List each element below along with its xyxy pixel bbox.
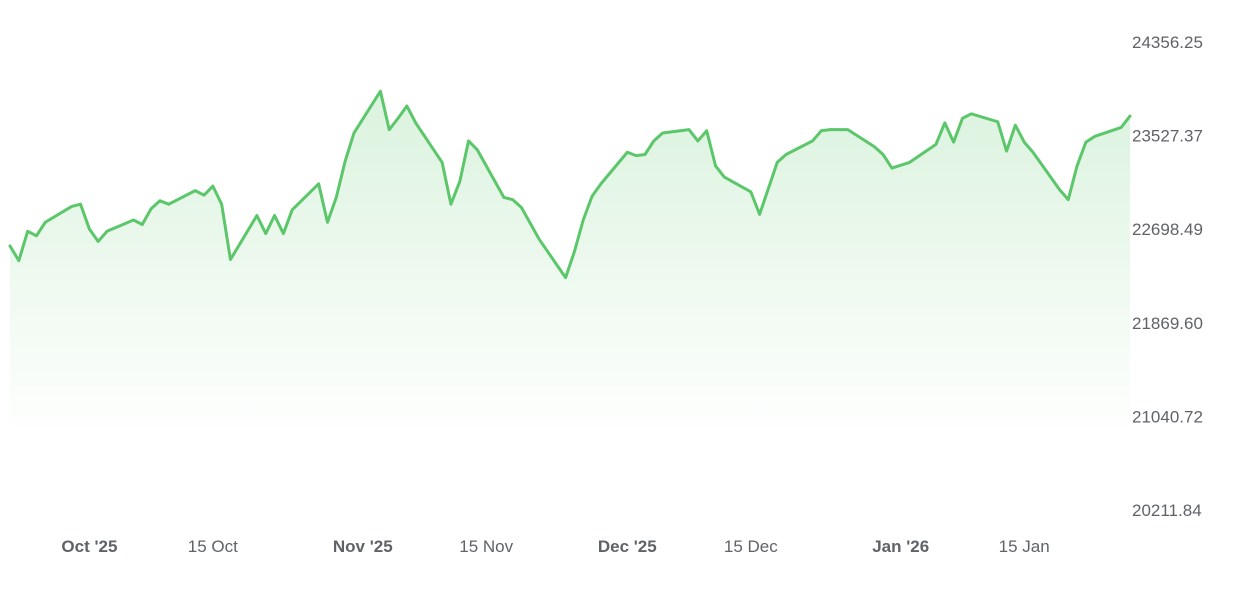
x-tick-label: Nov '25 xyxy=(333,537,393,556)
x-tick-label: 15 Dec xyxy=(724,537,778,556)
y-tick-label: 21869.60 xyxy=(1132,314,1203,333)
y-tick-label: 20211.84 xyxy=(1132,501,1202,520)
y-tick-label: 22698.49 xyxy=(1132,220,1203,239)
x-tick-label: Dec '25 xyxy=(598,537,657,556)
x-axis: Oct '25 15 Oct Nov '25 15 Nov Dec '25 15 Dec J… xyxy=(61,537,1049,556)
line-layer xyxy=(8,89,1132,280)
x-tick-label: Oct '25 xyxy=(61,537,117,556)
y-tick-label: 21040.72 xyxy=(1132,407,1203,426)
x-tick-label: 15 Nov xyxy=(459,537,513,556)
y-axis: 24356.25 23527.37 22698.49 21869.60 21040.72… xyxy=(1132,33,1203,520)
series-line xyxy=(8,89,1132,280)
y-tick-label: 23527.37 xyxy=(1132,127,1203,146)
x-tick-label: 15 Oct xyxy=(188,537,238,556)
y-tick-label: 24356.25 xyxy=(1132,33,1203,52)
x-tick-label: Jan '26 xyxy=(872,537,929,556)
x-tick-label: 15 Jan xyxy=(999,537,1050,556)
